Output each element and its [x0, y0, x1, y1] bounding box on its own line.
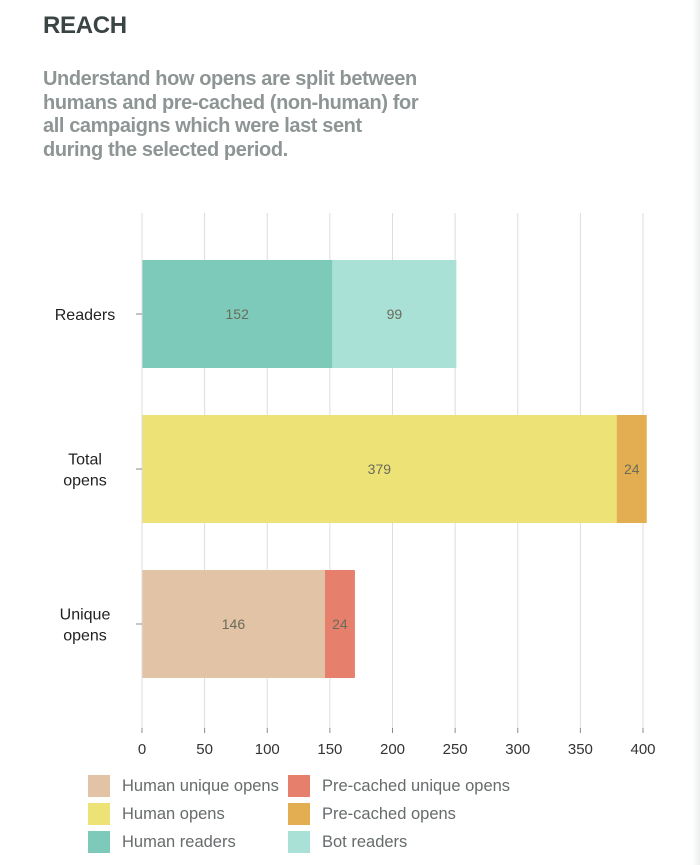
legend-label: Bot readers: [322, 832, 408, 851]
x-tick-label: 300: [505, 741, 530, 758]
legend-swatch: [288, 775, 310, 797]
legend-item[interactable]: Bot readers: [288, 831, 407, 853]
legend-swatch: [288, 831, 310, 853]
legend-item[interactable]: Pre-cached unique opens: [288, 775, 510, 797]
legend-swatch: [288, 803, 310, 825]
bar-segment[interactable]: [142, 570, 325, 678]
bar-value-label: 146: [222, 616, 246, 632]
legend-swatch: [88, 831, 110, 853]
x-tick-label: 0: [138, 741, 146, 758]
page-title: REACH: [43, 12, 127, 39]
bar-segment[interactable]: [142, 260, 333, 368]
page-subtitle: Understand how opens are split between h…: [43, 68, 419, 161]
x-tick-label: 150: [317, 741, 342, 758]
bar-segment[interactable]: [616, 415, 647, 523]
category-label: Total opens: [63, 452, 107, 490]
bars: 152 99 379 24 146 24: [142, 260, 647, 678]
legend-label: Pre-cached unique opens: [322, 776, 511, 795]
x-tick-label: 200: [380, 741, 405, 758]
x-tick-label: 400: [630, 741, 655, 758]
bar-value-label: 379: [368, 461, 392, 477]
legend-item[interactable]: Human unique opens: [88, 775, 279, 797]
legend-item[interactable]: Human opens: [88, 803, 225, 825]
bar-segment[interactable]: [142, 415, 617, 523]
legend-label: Human unique opens: [122, 776, 279, 795]
legend-swatch: [88, 803, 110, 825]
legend-swatch: [88, 775, 110, 797]
x-tick-label: 350: [568, 741, 593, 758]
bar-segment[interactable]: [332, 260, 457, 368]
bar-value-label: 24: [332, 616, 348, 632]
legend-item[interactable]: Human readers: [88, 831, 236, 853]
legend-label: Human readers: [122, 832, 236, 851]
reach-bar-chart: 152 99 379 24 146 24 0 50 100 150 200 250 300 350 400…: [55, 213, 656, 758]
category-label: Unique opens: [60, 607, 111, 645]
x-tick-label: 50: [196, 741, 213, 758]
x-tick-label: 250: [443, 741, 468, 758]
legend-label: Human opens: [122, 804, 225, 823]
scroll-edge: [692, 0, 700, 865]
bar-value-label: 99: [387, 306, 403, 322]
bar-value-label: 152: [226, 306, 250, 322]
legend-label: Pre-cached opens: [322, 804, 456, 823]
category-label: Readers: [55, 307, 115, 324]
legend-item[interactable]: Pre-cached opens: [288, 803, 456, 825]
x-tick-label: 100: [255, 741, 280, 758]
axes: 0 50 100 150 200 250 300 350 400 Readers Total open…: [55, 213, 656, 758]
bar-value-label: 24: [624, 461, 640, 477]
bar-segment[interactable]: [324, 570, 355, 678]
